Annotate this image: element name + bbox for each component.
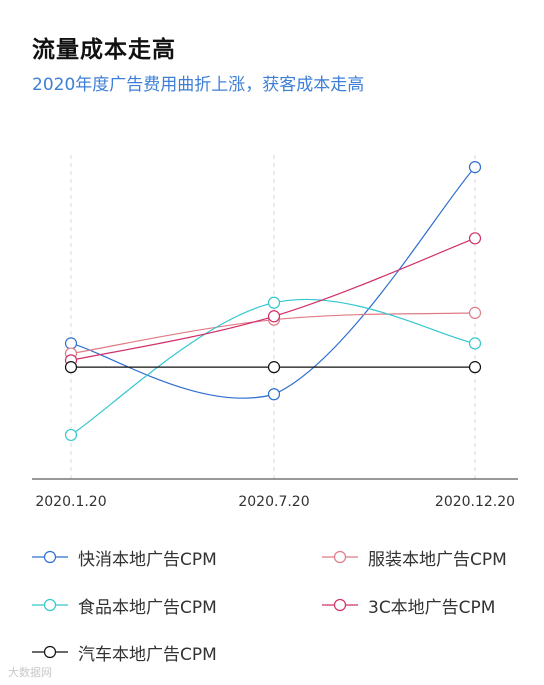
chart-title: 流量成本走高 bbox=[32, 37, 176, 63]
data-point[interactable] bbox=[267, 361, 281, 374]
data-point[interactable] bbox=[267, 296, 281, 309]
series-points bbox=[64, 161, 482, 442]
x-tick-label: 2020.12.20 bbox=[435, 494, 515, 510]
data-point[interactable] bbox=[468, 232, 482, 245]
chart-subtitle: 2020年度广告费用曲折上涨，获客成本走高 bbox=[32, 75, 365, 95]
data-point[interactable] bbox=[267, 388, 281, 401]
x-tick-labels: 2020.1.20 2020.7.20 2020.12.20 bbox=[35, 494, 515, 510]
data-point[interactable] bbox=[468, 161, 482, 174]
data-point[interactable] bbox=[468, 337, 482, 350]
watermark: 大数据网 bbox=[8, 666, 52, 679]
x-tick-label: 2020.7.20 bbox=[238, 494, 309, 510]
data-point[interactable] bbox=[64, 428, 78, 442]
x-tick-label: 2020.1.20 bbox=[35, 494, 106, 510]
data-point[interactable] bbox=[468, 361, 482, 374]
data-point[interactable] bbox=[64, 361, 78, 374]
data-point[interactable] bbox=[468, 306, 482, 319]
data-point[interactable] bbox=[64, 337, 78, 350]
data-point[interactable] bbox=[267, 310, 281, 323]
